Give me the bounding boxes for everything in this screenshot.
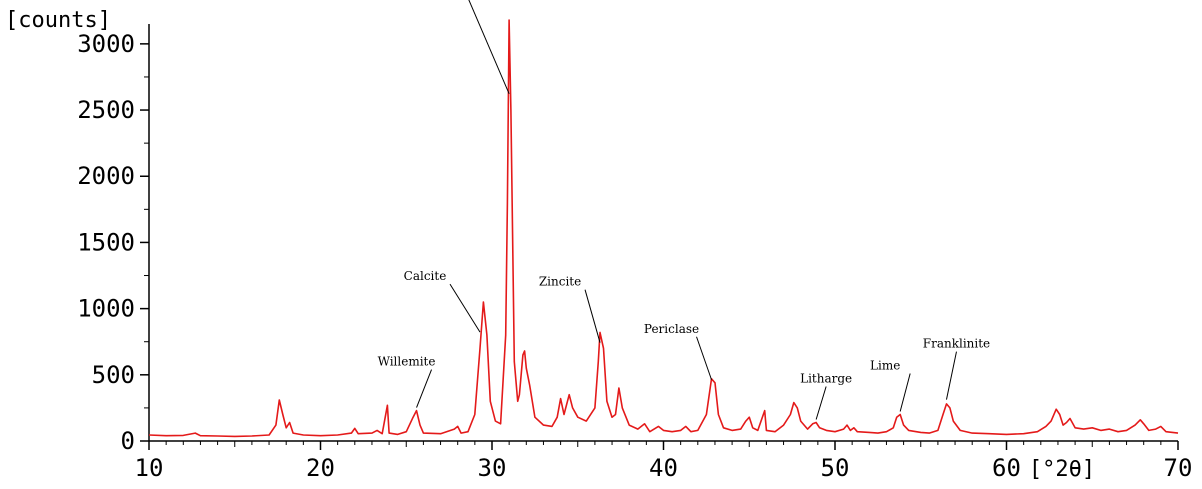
y-tick-label: 0 [121,427,135,455]
annotation-label: Willemite [378,355,436,369]
annotation-label: Litharge [800,371,852,385]
annotation-leader [945,351,957,400]
y-tick-label: 2500 [77,96,135,124]
annotation-label: Periclase [644,322,699,336]
x-tick-label: 50 [821,454,850,482]
y-axis-label: [counts] [5,8,111,33]
y-tick-label: 2000 [77,162,135,190]
annotation-label: Lime [870,359,900,373]
annotations: DolomiteCalciteZinciteWillemitePericlase… [378,0,990,420]
annotation-leader [696,336,712,380]
annotation-label: Zincite [539,275,581,289]
annotation-leader [899,373,911,412]
annotation-leader [584,289,601,343]
x-tick-label: 30 [478,454,507,482]
y-tick-label: 500 [92,361,135,389]
x-tick-label: 40 [649,454,678,482]
series-group [148,19,1179,438]
y-tick-label: 1500 [77,228,135,256]
annotation-label: Franklinite [923,337,990,351]
annotation-leader [449,283,481,333]
y-tick-label: 1000 [77,295,135,323]
axes: 0 500 1000 1500 2000 2500 3000 10 20 30 40 50 60 70 [77,24,1192,482]
annotation-leader [416,369,433,408]
annotation-leader [468,0,510,95]
x-tick-label: 20 [306,454,335,482]
x-tick-label: 70 [1164,454,1193,482]
series-line [148,19,1179,438]
y-tick-label: 3000 [77,30,135,58]
x-tick-label: 10 [135,454,164,482]
annotation-label: Calcite [404,269,447,283]
x-tick-label: 60 [992,454,1021,482]
annotation-leader [815,386,827,420]
x-axis-label: [°2θ] [1029,457,1095,482]
